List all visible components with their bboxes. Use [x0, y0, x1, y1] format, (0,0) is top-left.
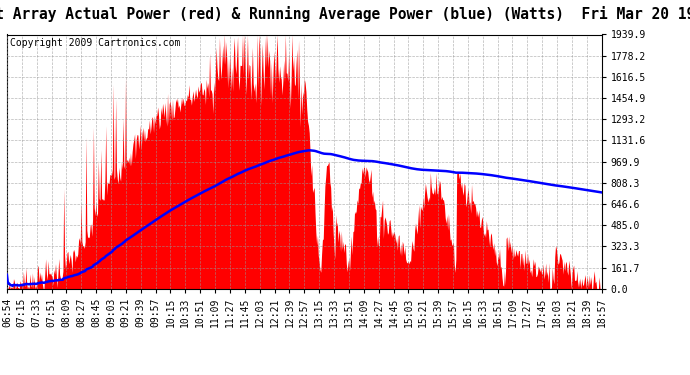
Text: East Array Actual Power (red) & Running Average Power (blue) (Watts)  Fri Mar 20: East Array Actual Power (red) & Running … — [0, 6, 690, 22]
Text: Copyright 2009 Cartronics.com: Copyright 2009 Cartronics.com — [10, 38, 180, 48]
